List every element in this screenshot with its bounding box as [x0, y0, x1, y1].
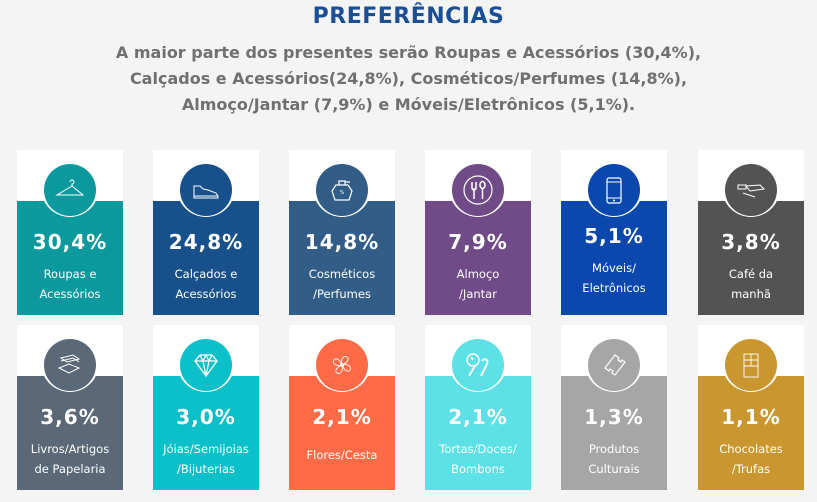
sneaker-icon [180, 164, 232, 216]
ticket-icon [588, 339, 640, 391]
card-band [425, 376, 531, 490]
card-percentage: 30,4% [32, 230, 108, 254]
card-label-line: de Papelaria [34, 462, 106, 476]
card-label-line: Cosméticos [308, 267, 376, 281]
preference-card: 1,3% Produtos Culturais [561, 325, 667, 490]
card-label-line: Tortas/Doces/ [439, 442, 517, 456]
flower-icon [316, 339, 368, 391]
card-band [153, 201, 259, 315]
card-label: Café da manhã [698, 264, 804, 304]
card-label-line: Café da [728, 267, 774, 281]
diamond-icon [180, 339, 232, 391]
card-label-line: Jóias/Semijoias [163, 442, 249, 456]
card-label: Roupas e Acessórios [17, 264, 123, 304]
svg-text:%: % [340, 190, 345, 196]
card-label-line: Bombons [451, 462, 505, 476]
candy-icon [452, 339, 504, 391]
card-label-line: Móveis/ [592, 261, 636, 275]
card-label-line: manhã [731, 287, 771, 301]
preference-card: 24,8% Calçados e Acessórios [153, 150, 259, 315]
card-label-line: Calçados e [174, 267, 238, 281]
card-label: Flores/Cesta [289, 445, 395, 465]
smartphone-icon [588, 164, 640, 216]
card-band [153, 376, 259, 490]
card-label: Livros/Artigos de Papelaria [17, 439, 123, 479]
card-band [289, 201, 395, 315]
card-band [698, 376, 804, 490]
hanger-icon [44, 164, 96, 216]
card-label-line: Chocolates [719, 442, 783, 456]
summary-line: Calçados e Acessórios(24,8%), Cosméticos… [129, 69, 688, 88]
card-percentage: 14,8% [304, 230, 380, 254]
card-label: Almoço/Jantar [425, 264, 531, 304]
card-band [561, 376, 667, 490]
card-band [17, 376, 123, 490]
card-label-line: Livros/Artigos [30, 442, 110, 456]
card-label: Tortas/Doces/Bombons [425, 439, 531, 479]
card-label: Calçados e Acessórios [153, 264, 259, 304]
card-label: Cosméticos/Perfumes [289, 264, 395, 304]
card-label: Móveis/Eletrônicos [561, 258, 667, 298]
preference-card: 30,4% Roupas e Acessórios [17, 150, 123, 315]
preference-card: 2,1% Tortas/Doces/Bombons [425, 325, 531, 490]
card-percentage: 7,9% [448, 230, 508, 254]
preference-card: 3,0% Jóias/Semijoias/Bijuterias [153, 325, 259, 490]
card-percentage: 3,0% [176, 405, 236, 429]
preference-card: 3,8% Café da manhã [698, 150, 804, 315]
chocolate-icon [725, 339, 777, 391]
card-label-line: Produtos [588, 442, 640, 456]
card-label-line: Almoço [456, 267, 500, 281]
card-label: Jóias/Semijoias/Bijuterias [153, 439, 259, 479]
card-percentage: 3,8% [721, 230, 781, 254]
card-label-line: /Perfumes [313, 287, 371, 301]
card-band [289, 376, 395, 490]
breakfast-icon [725, 164, 777, 216]
perfume-icon: % [316, 164, 368, 216]
card-label: Chocolates/Trufas [698, 439, 804, 479]
preference-card: 2,1% Flores/Cesta [289, 325, 395, 490]
card-label-line: /Trufas [731, 462, 771, 476]
card-percentage: 1,3% [584, 405, 644, 429]
card-label-line: Roupas e [43, 267, 97, 281]
preference-card: 3,6% Livros/Artigos de Papelaria [17, 325, 123, 490]
card-percentage: 2,1% [312, 405, 372, 429]
card-label-line: Acessórios [175, 287, 237, 301]
preference-card: 7,9% Almoço/Jantar [425, 150, 531, 315]
card-label: Produtos Culturais [561, 439, 667, 479]
card-percentage: 3,6% [40, 405, 100, 429]
card-label-line: Flores/Cesta [306, 448, 378, 462]
summary-text: A maior parte dos presentes serão Roupas… [60, 40, 757, 118]
page-title: PREFERÊNCIAS [312, 4, 505, 29]
card-band [561, 201, 667, 315]
card-percentage: 5,1% [584, 224, 644, 248]
card-band [698, 201, 804, 315]
card-label-line: Eletrônicos [582, 281, 646, 295]
books-icon [44, 339, 96, 391]
card-label-line: /Jantar [459, 287, 497, 301]
card-percentage: 24,8% [168, 230, 244, 254]
summary-line: Almoço/Jantar (7,9%) e Móveis/Eletrônico… [181, 95, 636, 114]
preference-card: 1,1% Chocolates/Trufas [698, 325, 804, 490]
cutlery-icon [452, 164, 504, 216]
card-percentage: 1,1% [721, 405, 781, 429]
preference-card: 5,1% Móveis/Eletrônicos [561, 150, 667, 315]
card-label-line: Culturais [588, 462, 640, 476]
card-band [425, 201, 531, 315]
card-band [17, 201, 123, 315]
card-percentage: 2,1% [448, 405, 508, 429]
card-label-line: /Bijuterias [177, 462, 235, 476]
summary-line: A maior parte dos presentes serão Roupas… [115, 43, 702, 62]
card-label-line: Acessórios [39, 287, 101, 301]
preference-card: % 14,8% Cosméticos/Perfumes [289, 150, 395, 315]
